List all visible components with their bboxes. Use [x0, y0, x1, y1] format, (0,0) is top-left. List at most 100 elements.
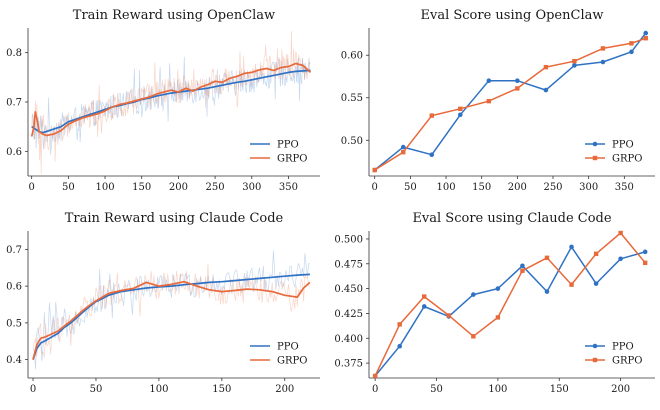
data-point-grpo: [572, 58, 577, 64]
data-point-ppo: [569, 244, 574, 250]
data-point-grpo: [600, 46, 606, 51]
data-point-grpo: [544, 255, 550, 261]
x-tick-label: 100: [149, 384, 168, 395]
legend-label-ppo: PPO: [277, 140, 299, 151]
legend-marker: [592, 357, 598, 363]
data-point-grpo: [401, 149, 406, 155]
y-tick-label: 0.55: [341, 93, 363, 104]
data-point-grpo: [520, 268, 525, 273]
x-tick-label: 350: [615, 182, 634, 193]
data-point-grpo: [618, 230, 623, 236]
legend-label-ppo: PPO: [277, 342, 299, 353]
data-point-ppo: [643, 30, 649, 36]
y-tick-label: 0.375: [334, 359, 363, 370]
x-tick-label: 0: [372, 384, 378, 395]
plot-area: [372, 30, 649, 173]
y-tick-label: 0.7: [6, 245, 22, 256]
legend-marker: [592, 343, 598, 349]
data-point-ppo: [618, 256, 623, 262]
data-point-ppo: [572, 63, 577, 68]
x-tick-label: 100: [95, 182, 114, 193]
x-tick-label: 200: [169, 182, 188, 193]
series-line-ppo: [374, 32, 647, 171]
data-point-ppo: [600, 59, 606, 65]
x-tick-label: 100: [436, 182, 455, 193]
y-tick-label: 0.400: [334, 334, 363, 345]
plot-area: [30, 31, 312, 174]
x-tick-label: 0: [372, 182, 378, 193]
y-tick-label: 0.50: [341, 136, 363, 147]
data-point-ppo: [397, 343, 402, 349]
data-point-ppo: [400, 144, 406, 150]
y-tick-label: 0.8: [6, 48, 22, 59]
y-tick-label: 0.60: [341, 51, 363, 62]
x-tick-label: 200: [611, 384, 630, 395]
x-tick-label: 200: [508, 182, 527, 193]
data-point-ppo: [429, 152, 435, 158]
legend-label-grpo: GRPO: [277, 356, 307, 367]
chart-title: Eval Score using Claude Code: [412, 211, 611, 226]
series-raw-grpo: [31, 31, 311, 174]
data-point-grpo: [569, 282, 574, 287]
legend-label-grpo: GRPO: [277, 154, 307, 165]
data-point-ppo: [457, 112, 463, 118]
x-tick-label: 100: [488, 384, 507, 395]
x-tick-label: 0: [30, 384, 36, 395]
legend-marker: [592, 141, 598, 147]
data-point-grpo: [446, 313, 451, 318]
y-tick-label: 0.425: [334, 309, 363, 320]
x-tick-label: 250: [206, 182, 225, 193]
data-point-ppo: [593, 281, 599, 286]
data-point-grpo: [486, 98, 492, 104]
series-line-grpo: [32, 280, 311, 360]
legend: PPO GRPO: [250, 342, 307, 367]
y-tick-label: 0.475: [334, 259, 363, 270]
x-tick-label: 50: [430, 384, 443, 395]
plot-area: [32, 250, 311, 370]
chart-title: Train Reward using Claude Code: [65, 211, 284, 226]
data-point-grpo: [642, 260, 648, 265]
data-point-ppo: [543, 87, 549, 93]
series-raw-ppo: [32, 250, 311, 370]
legend: PPO GRPO: [585, 342, 642, 367]
x-tick-label: 50: [404, 182, 417, 193]
data-point-ppo: [495, 286, 501, 291]
y-tick-label: 0.4: [6, 355, 22, 366]
data-point-grpo: [515, 86, 520, 91]
plot-area: [372, 230, 648, 378]
data-point-grpo: [372, 373, 378, 378]
x-tick-label: 50: [62, 182, 75, 193]
x-tick-label: 0: [28, 182, 34, 193]
x-tick-label: 50: [90, 384, 103, 395]
chart-panel-3: Train Reward using Claude Code 0 50 100 150 2…: [6, 211, 320, 395]
data-point-ppo: [515, 78, 520, 84]
data-point-ppo: [544, 289, 550, 294]
data-point-grpo: [422, 294, 427, 299]
data-point-ppo: [421, 304, 427, 309]
x-tick-label: 200: [275, 384, 294, 395]
x-tick-label: 150: [472, 182, 491, 193]
data-point-ppo: [486, 78, 492, 84]
x-tick-label: 300: [242, 182, 261, 193]
data-point-grpo: [643, 36, 648, 41]
chart-panel-4: Eval Score using Claude Code 0 50 100 150 200…: [334, 211, 655, 395]
x-tick-label: 300: [579, 182, 598, 193]
chart-panel-1: Train Reward using OpenClaw 0 50 100 150 200 2…: [6, 8, 320, 193]
data-point-grpo: [372, 167, 377, 173]
data-point-grpo: [543, 64, 549, 70]
x-tick-label: 150: [212, 384, 231, 395]
series-raw-grpo: [32, 263, 310, 358]
series-line-grpo: [30, 62, 312, 137]
legend: PPO GRPO: [585, 140, 642, 165]
legend-label-ppo: PPO: [612, 342, 634, 353]
legend-label-ppo: PPO: [612, 140, 634, 151]
data-point-grpo: [593, 251, 599, 257]
data-point-grpo: [629, 41, 634, 46]
y-tick-label: 0.450: [334, 284, 363, 295]
data-point-ppo: [520, 263, 525, 269]
data-point-ppo: [629, 49, 634, 55]
data-point-grpo: [471, 334, 476, 339]
data-point-grpo: [397, 322, 402, 327]
y-tick-label: 0.500: [334, 234, 363, 245]
